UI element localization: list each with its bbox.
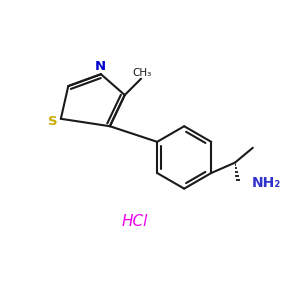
Text: HCl: HCl xyxy=(122,214,148,229)
Text: NH₂: NH₂ xyxy=(251,176,280,190)
Text: CH₃: CH₃ xyxy=(132,68,151,78)
Text: S: S xyxy=(48,115,57,128)
Text: N: N xyxy=(95,60,106,73)
